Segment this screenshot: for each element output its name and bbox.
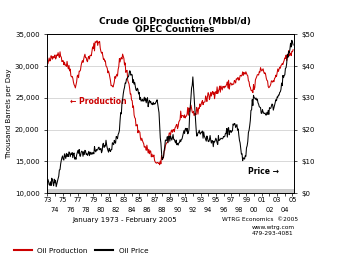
Text: www.wtrg.com: www.wtrg.com — [252, 225, 295, 230]
Text: Price →: Price → — [248, 166, 279, 175]
Text: ← Production: ← Production — [70, 97, 127, 105]
Text: January 1973 - February 2005: January 1973 - February 2005 — [72, 217, 176, 223]
Legend: Oil Production, Oil Price: Oil Production, Oil Price — [10, 245, 151, 257]
Text: 479-293-4081: 479-293-4081 — [252, 231, 294, 236]
Text: OPEC Countries: OPEC Countries — [135, 25, 215, 34]
Text: Crude Oil Production (Mbbl/d): Crude Oil Production (Mbbl/d) — [99, 17, 251, 26]
Text: WTRG Economics  ©2005: WTRG Economics ©2005 — [222, 217, 298, 222]
Y-axis label: Thousand Barrels per Day: Thousand Barrels per Day — [6, 68, 12, 159]
Bar — [47, 189, 294, 193]
